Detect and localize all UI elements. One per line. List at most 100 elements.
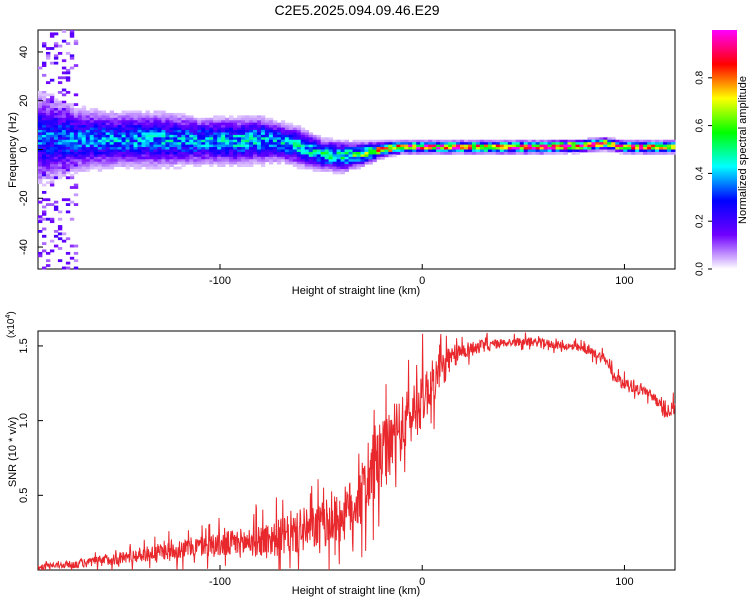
heatmap-cell — [543, 151, 548, 155]
heatmap-cell — [165, 156, 170, 160]
heatmap-cell — [45, 137, 51, 141]
heatmap-cell — [635, 142, 640, 146]
heatmap-cell — [344, 142, 349, 146]
heatmap-cell — [260, 156, 266, 160]
heatmap-cell — [177, 149, 182, 153]
heatmap-cell — [384, 147, 389, 150]
heatmap-cell — [153, 147, 158, 150]
heatmap-cell — [161, 164, 166, 167]
heatmap-cell — [201, 120, 206, 124]
heatmap-cell — [145, 110, 150, 114]
heatmap-cell — [388, 144, 393, 148]
heatmap-cell — [479, 147, 485, 150]
heatmap-cell — [85, 151, 91, 155]
heatmap-cell — [153, 120, 158, 124]
heatmap-cell — [209, 149, 214, 153]
heatmap-cell — [360, 164, 365, 167]
heatmap-cell — [38, 93, 43, 97]
heatmap-cell — [45, 115, 51, 119]
heatmap-cell — [280, 144, 286, 148]
heatmap-cell — [69, 129, 75, 133]
heatmap-cell — [221, 127, 226, 131]
heatmap-cell — [280, 132, 286, 136]
x-tick-label: 0 — [419, 576, 425, 588]
heatmap-cell — [113, 142, 119, 146]
heatmap-cell — [444, 149, 449, 153]
heatmap-cell — [225, 139, 230, 143]
heatmap-cell — [252, 137, 258, 141]
heatmap-cell — [233, 161, 238, 165]
heatmap-cell — [201, 137, 206, 141]
heatmap-cell — [288, 125, 294, 128]
heatmap-cell — [65, 203, 71, 206]
heatmap-cell — [619, 147, 624, 150]
heatmap-cell — [49, 129, 55, 133]
heatmap-cell — [121, 161, 126, 165]
heatmap-cell — [611, 144, 616, 148]
heatmap-cell — [268, 149, 274, 153]
heatmap-cell — [233, 127, 238, 131]
heatmap-cell — [129, 115, 134, 119]
heatmap-cell — [173, 161, 178, 165]
heatmap-cell — [444, 147, 449, 150]
heatmap-cell — [284, 125, 290, 128]
heatmap-cell — [93, 144, 99, 148]
heatmap-cell — [471, 147, 477, 150]
heatmap-cell — [245, 159, 250, 163]
heatmap-cell — [205, 159, 210, 163]
heatmap-cell — [49, 178, 55, 182]
heatmap-cell — [109, 161, 115, 165]
heatmap-cell — [117, 115, 123, 119]
heatmap-cell — [61, 93, 67, 97]
heatmap-cell — [368, 144, 373, 148]
heatmap-cell — [428, 142, 433, 146]
heatmap-cell — [280, 137, 286, 141]
heatmap-cell — [583, 144, 588, 148]
heatmap-cell — [41, 117, 47, 121]
heatmap-cell — [73, 251, 79, 255]
heatmap-cell — [177, 125, 182, 128]
heatmap-cell — [523, 139, 529, 143]
heatmap-cell — [145, 117, 150, 121]
heatmap-cell — [161, 156, 166, 160]
heatmap-cell — [41, 120, 47, 124]
heatmap-cell — [109, 149, 115, 153]
heatmap-cell — [49, 239, 55, 243]
heatmap-cell — [272, 127, 278, 131]
heatmap-cell — [181, 164, 186, 167]
heatmap-cell — [145, 164, 150, 167]
heatmap-cell — [647, 142, 652, 146]
heatmap-cell — [639, 149, 644, 153]
heatmap-cell — [141, 144, 146, 148]
heatmap-cell — [555, 151, 560, 155]
heatmap-cell — [113, 159, 119, 163]
heatmap-cell — [45, 122, 51, 126]
heatmap-cell — [260, 115, 266, 119]
heatmap-cell — [45, 166, 51, 170]
heatmap-cell — [463, 144, 469, 148]
heatmap-cell — [264, 149, 270, 153]
heatmap-cell — [249, 129, 254, 133]
heatmap-cell — [272, 132, 278, 136]
heatmap-cell — [153, 129, 158, 133]
heatmap-cell — [169, 139, 174, 143]
heatmap-cell — [523, 151, 529, 155]
heatmap-cell — [249, 137, 254, 141]
heatmap-cell — [444, 144, 449, 148]
heatmap-cell — [57, 227, 63, 231]
heatmap-cell — [157, 110, 162, 114]
heatmap-cell — [404, 147, 409, 150]
heatmap-cell — [49, 164, 55, 167]
heatmap-cell — [575, 139, 580, 143]
heatmap-cell — [340, 144, 345, 148]
heatmap-cell — [165, 132, 170, 136]
heatmap-cell — [97, 151, 103, 155]
heatmap-cell — [145, 137, 150, 141]
heatmap-cell — [671, 151, 676, 155]
heatmap-cell — [221, 144, 226, 148]
heatmap-cell — [65, 108, 71, 111]
heatmap-cell — [611, 149, 616, 153]
heatmap-cell — [396, 139, 401, 143]
heatmap-cell — [77, 137, 83, 141]
